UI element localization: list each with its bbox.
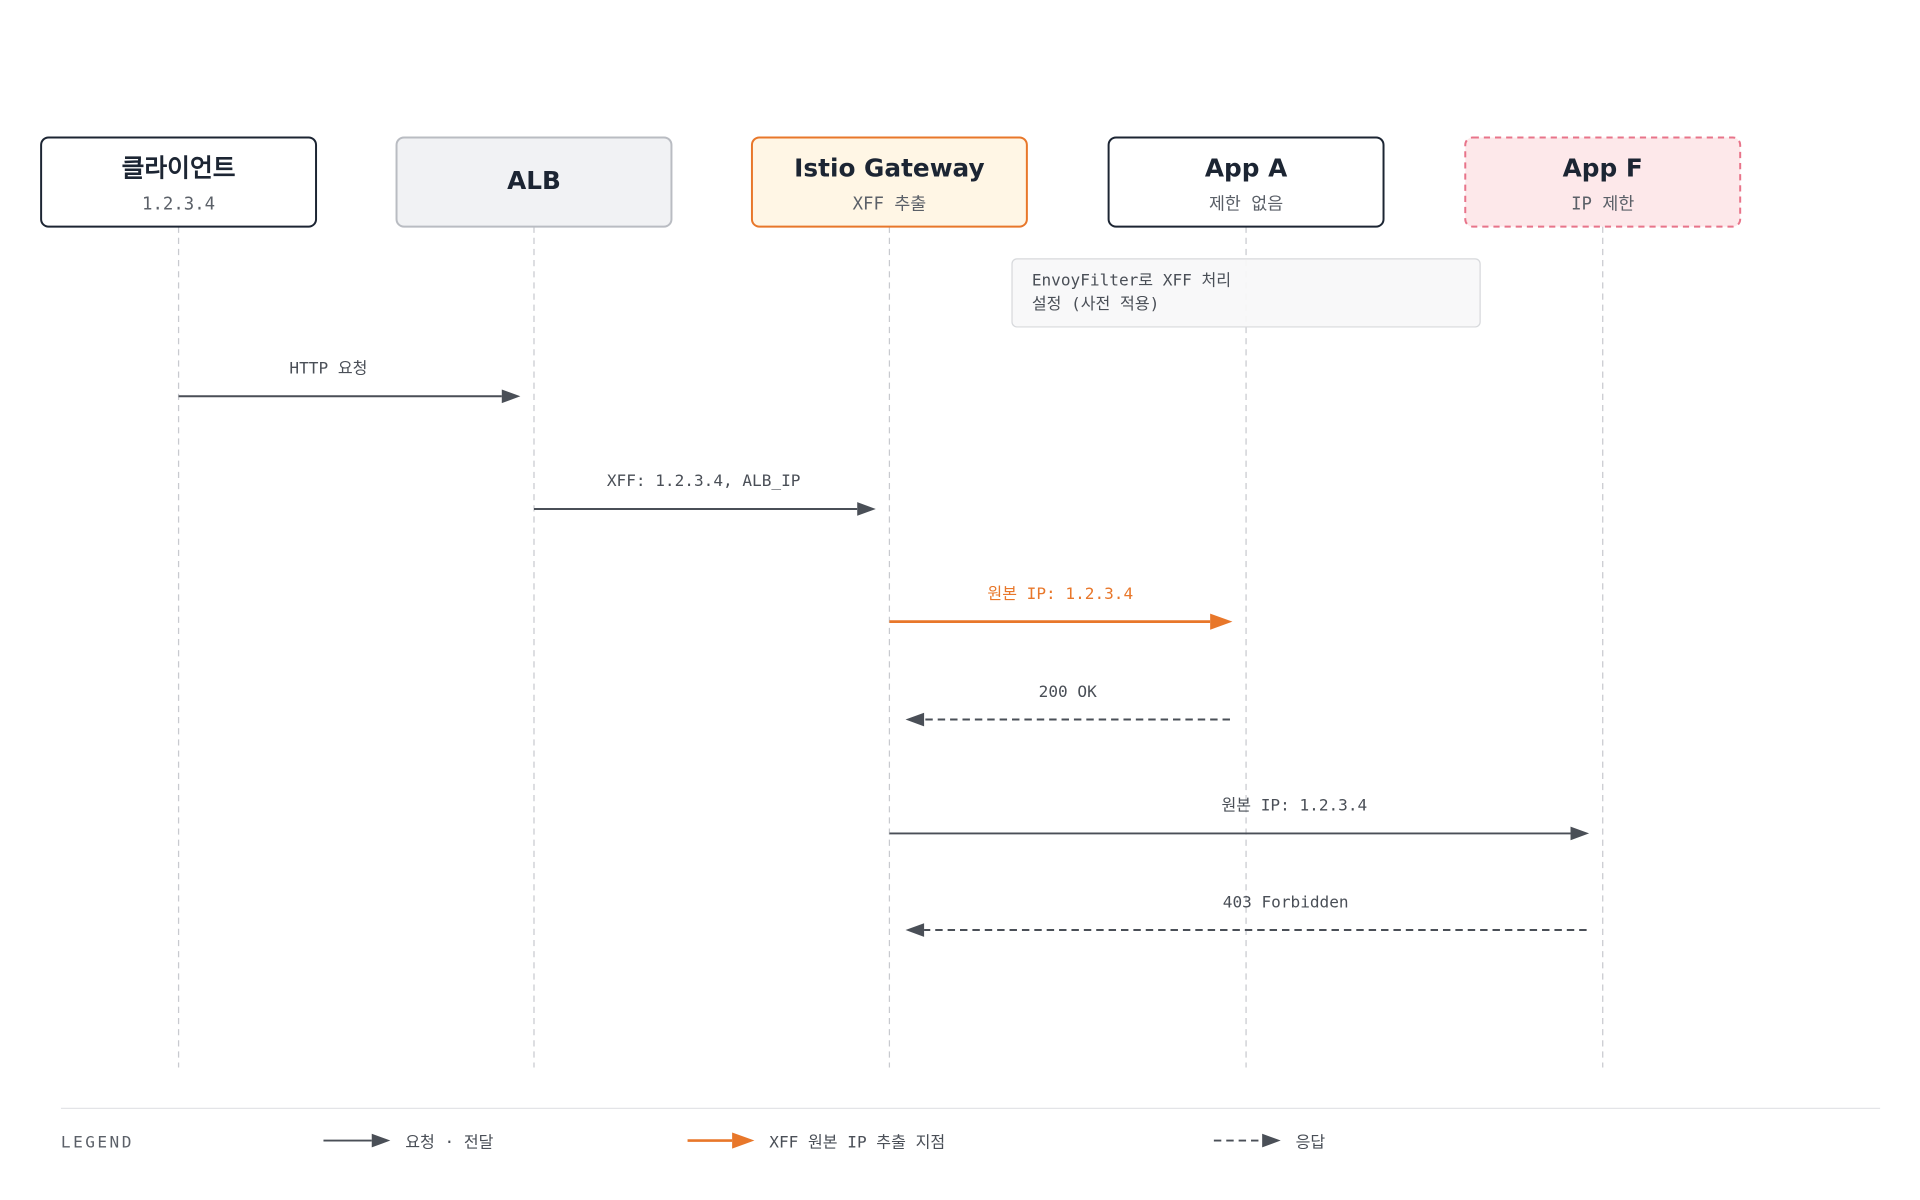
message-label: 200 OK (1039, 682, 1097, 701)
message-label: XFF: 1.2.3.4, ALB_IP (607, 471, 801, 490)
message-arrow-head (501, 389, 521, 404)
participant-subtitle: XFF 추출 (853, 194, 927, 214)
message-arrow-head (857, 502, 876, 516)
participant-title: Istio Gateway (794, 154, 984, 183)
participant-box (395, 136, 673, 228)
message-label: HTTP 요청 (289, 359, 367, 378)
note-text: EnvoyFilter로 XFF 처리 (1032, 271, 1231, 290)
participant-subtitle: IP 제한 (1571, 194, 1634, 214)
legend-label: 요청 · 전달 (405, 1133, 493, 1152)
participant-subtitle: 1.2.3.4 (142, 194, 215, 214)
message-arrow-head (1210, 613, 1233, 630)
participant-title: 클라이언트 (122, 154, 236, 183)
message-label: 원본 IP: 1.2.3.4 (1221, 796, 1367, 815)
message-arrow-head (905, 712, 925, 727)
legend-arrow-head (1262, 1133, 1281, 1148)
legend-label: XFF 원본 IP 추출 지점 (769, 1133, 945, 1152)
message-label: 원본 IP: 1.2.3.4 (987, 584, 1133, 603)
participant-title: App A (1205, 154, 1288, 183)
participant-subtitle: 제한 없음 (1209, 194, 1283, 214)
legend-label: 응답 (1296, 1133, 1326, 1152)
participant-box (750, 136, 1028, 228)
participant-title: App F (1563, 154, 1643, 183)
participant-box (1464, 136, 1742, 228)
message-arrow-head (905, 923, 925, 937)
message-label: 403 Forbidden (1223, 892, 1349, 911)
participant-title: ALB (507, 166, 561, 195)
legend-arrow-head (371, 1133, 391, 1148)
participant-box (40, 136, 318, 228)
legend-title: LEGEND (61, 1133, 134, 1152)
participant-box (1107, 136, 1385, 228)
note-box (1011, 258, 1481, 328)
note-text: 설정 (사전 적용) (1032, 294, 1159, 313)
message-arrow-head (1570, 826, 1590, 841)
legend-arrow-head (732, 1132, 755, 1149)
